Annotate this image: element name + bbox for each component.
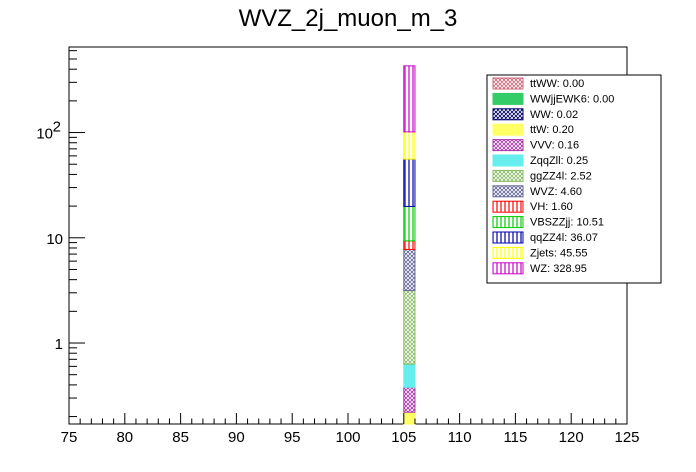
- bar-segment-vbszzjj: [403, 205, 416, 242]
- x-axis: 75 80 85 90 95 100 105 110 115 120 125: [61, 413, 640, 446]
- legend-label-ttw: ttW: 0.20: [530, 124, 574, 136]
- bar-segment-vvv: [403, 386, 416, 413]
- legend-swatch-wz: [492, 262, 524, 275]
- legend-label-ggzz4l: ggZZ4l: 2.52: [530, 170, 592, 182]
- x-tick-label: 100: [335, 429, 360, 446]
- y-tick-label: 1: [55, 336, 63, 353]
- y-tick-label: 10: [36, 126, 53, 143]
- x-tick-label: 125: [614, 429, 639, 446]
- legend-swatch-ggzz4l: [492, 169, 524, 182]
- bar-segment-ttw: [403, 411, 416, 425]
- legend-label-zqqzll: ZqqZll: 0.25: [530, 155, 588, 167]
- legend-swatch-vbszzjj: [492, 216, 524, 229]
- bar-stack: [403, 65, 416, 425]
- x-tick-label: 90: [228, 429, 245, 446]
- legend: ttWW: 0.00 WWjjEWK6: 0.00 WW: 0.02 ttW: 0.2…: [486, 74, 662, 284]
- bar-segment-wz: [403, 65, 416, 133]
- legend-label-qqzz4l: qqZZ4l: 36.07: [530, 232, 598, 244]
- x-tick-label: 80: [116, 429, 133, 446]
- legend-swatch-vh: [492, 200, 524, 213]
- legend-swatch-ww: [492, 108, 524, 121]
- legend-swatch-wvz: [492, 185, 524, 198]
- legend-label-vvv: VVV: 0.16: [530, 140, 579, 152]
- x-tick-label: 85: [172, 429, 189, 446]
- bar-segment-wvz: [403, 248, 416, 292]
- legend-swatch-zjets: [492, 246, 524, 259]
- legend-swatch-zqqzll: [492, 154, 524, 167]
- bar-segment-vh: [403, 240, 416, 250]
- x-tick-label: 115: [503, 429, 527, 446]
- legend-label-ttww: ttWW: 0.00: [530, 78, 584, 90]
- x-tick-label: 110: [448, 429, 472, 446]
- bar-segment-qqzz4l: [403, 158, 416, 207]
- bar-segment-zqqzll: [403, 363, 416, 388]
- legend-label-ww: WW: 0.02: [530, 109, 578, 121]
- legend-label-vbszzjj: VBSZZjj: 10.51: [530, 217, 604, 229]
- legend-swatch-ttw: [492, 123, 524, 136]
- x-tick-label: 95: [284, 429, 301, 446]
- legend-label-vh: VH: 1.60: [530, 201, 573, 213]
- bar-segment-ggzz4l: [403, 290, 416, 365]
- y-tick-exponent: 2: [53, 119, 61, 136]
- legend-label-zjets: Zjets: 45.55: [530, 247, 587, 259]
- x-tick-label: 120: [559, 429, 584, 446]
- x-tick-label: 75: [61, 429, 78, 446]
- x-tick-label: 105: [391, 429, 416, 446]
- legend-label-wwjjewk6: WWjjEWK6: 0.00: [530, 93, 614, 105]
- legend-swatch-qqzz4l: [492, 231, 524, 244]
- legend-swatch-wwjjewk6: [492, 92, 524, 105]
- chart-title: WVZ_2j_muon_m_3: [239, 5, 458, 32]
- legend-swatch-vvv: [492, 139, 524, 152]
- legend-label-wz: WZ: 328.95: [530, 263, 587, 275]
- bar-segment-zjets: [403, 131, 416, 160]
- legend-swatch-ttww: [492, 77, 524, 90]
- legend-label-wvz: WVZ: 4.60: [530, 186, 582, 198]
- y-tick-label: 10: [46, 231, 63, 248]
